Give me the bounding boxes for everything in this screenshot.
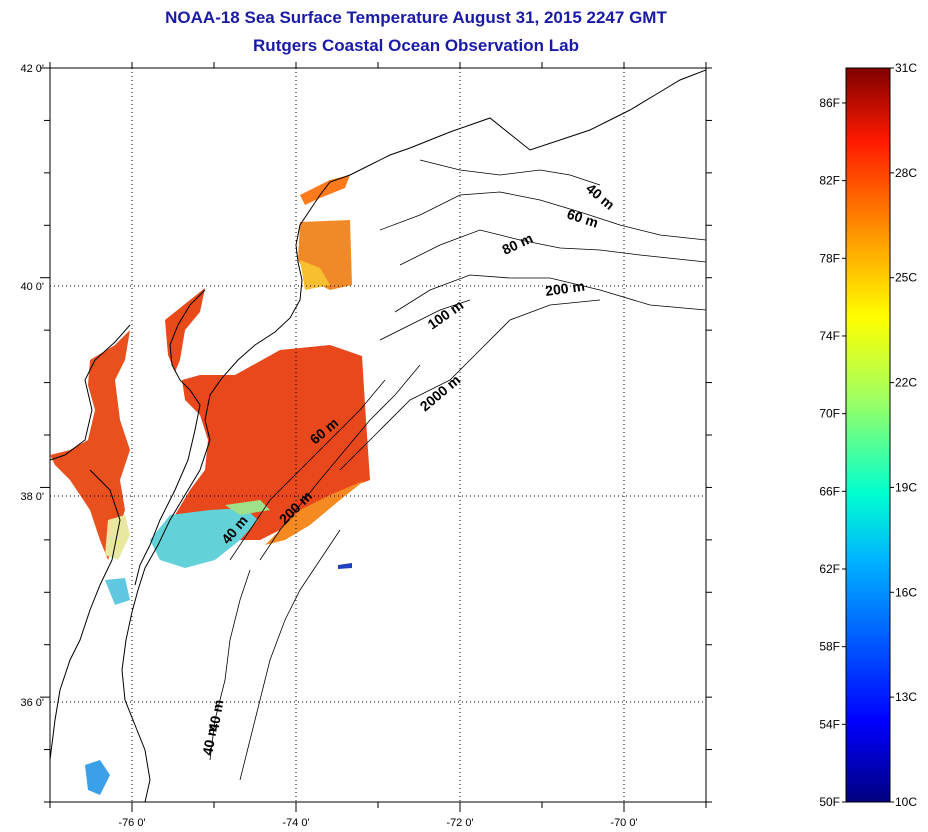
lon-label-74: -74 0' — [282, 817, 309, 829]
contour-200m-south — [259, 364, 421, 561]
sst-patch-longisland — [300, 175, 350, 205]
colorbar-celsius-label: 25C — [895, 271, 917, 285]
colorbar-celsius-label: 28C — [895, 166, 917, 180]
colorbar-fahrenheit-label: 74F — [819, 329, 840, 343]
sst-patch-small — [338, 563, 352, 569]
sst-patch-chesapeake-cool — [105, 515, 130, 560]
sst-patch-delmarva — [175, 345, 370, 540]
contour-label-200m-a: 200 m — [544, 278, 586, 299]
map-title: NOAA-18 Sea Surface Temperature August 3… — [165, 8, 667, 27]
sst-patch-nj-yellow — [300, 260, 330, 290]
colorbar — [845, 67, 891, 803]
colorbar-fahrenheit-label: 70F — [819, 407, 840, 421]
colorbar-fahrenheit-label: 50F — [819, 795, 840, 809]
sst-patch-cool-south — [150, 508, 258, 568]
sst-patch-cool-strip — [225, 500, 270, 515]
colorbar-fahrenheit-label: 78F — [819, 251, 840, 265]
coastline-bay-east — [134, 289, 206, 586]
map-frame — [49, 67, 707, 803]
contour-label-40m-c: 40 m — [205, 698, 226, 732]
colorbar-fahrenheit-label: 62F — [819, 562, 840, 576]
sst-patch-orange-band — [265, 480, 365, 545]
contour-60m-south — [229, 379, 386, 561]
colorbar-celsius-label: 13C — [895, 690, 917, 704]
colorbar-celsius-label: 22C — [895, 376, 917, 390]
coastline — [121, 69, 706, 802]
colorbar-celsius-label: 31C — [895, 61, 917, 75]
colorbar-fahrenheit-label: 66F — [819, 484, 840, 498]
sst-patch-chesapeake — [50, 330, 130, 560]
colorbar-fahrenheit-label: 58F — [819, 640, 840, 654]
lat-label-36: 36 0' — [20, 697, 44, 709]
coastline-bay-west — [50, 324, 131, 761]
contour-label-40m-d: 40 m — [199, 722, 220, 756]
colorbar-celsius-label: 10C — [895, 795, 917, 809]
lat-label-42: 42 0' — [20, 63, 44, 75]
contour-100m-mid — [379, 299, 471, 341]
contour-200m-north — [394, 274, 706, 313]
lon-label-72: -72 0' — [446, 817, 473, 829]
axis-ticks — [40, 62, 712, 812]
contour-40m-north — [419, 159, 601, 186]
contour-80m-north — [399, 229, 706, 266]
colorbar-fahrenheit-label: 86F — [819, 96, 840, 110]
contour-60m-north — [379, 191, 706, 241]
lat-label-40: 40 0' — [20, 281, 44, 293]
contour-40m-south — [209, 569, 251, 761]
lon-label-76: -76 0' — [118, 817, 145, 829]
colorbar-fahrenheit-label: 54F — [819, 717, 840, 731]
contour-deep-south — [239, 529, 341, 781]
map-subtitle: Rutgers Coastal Ocean Observation Lab — [253, 36, 579, 55]
sst-patch-delaware-bay — [165, 288, 205, 372]
colorbar-fahrenheit-label: 82F — [819, 174, 840, 188]
lat-label-38: 38 0' — [20, 491, 44, 503]
colorbar-celsius-label: 19C — [895, 480, 917, 494]
colorbar-celsius-label: 16C — [895, 585, 917, 599]
contour-2000m — [339, 299, 601, 471]
sst-patch-va-coast — [105, 578, 130, 605]
sst-patch-nc-coast — [85, 760, 110, 795]
lon-label-70: -70 0' — [610, 817, 637, 829]
